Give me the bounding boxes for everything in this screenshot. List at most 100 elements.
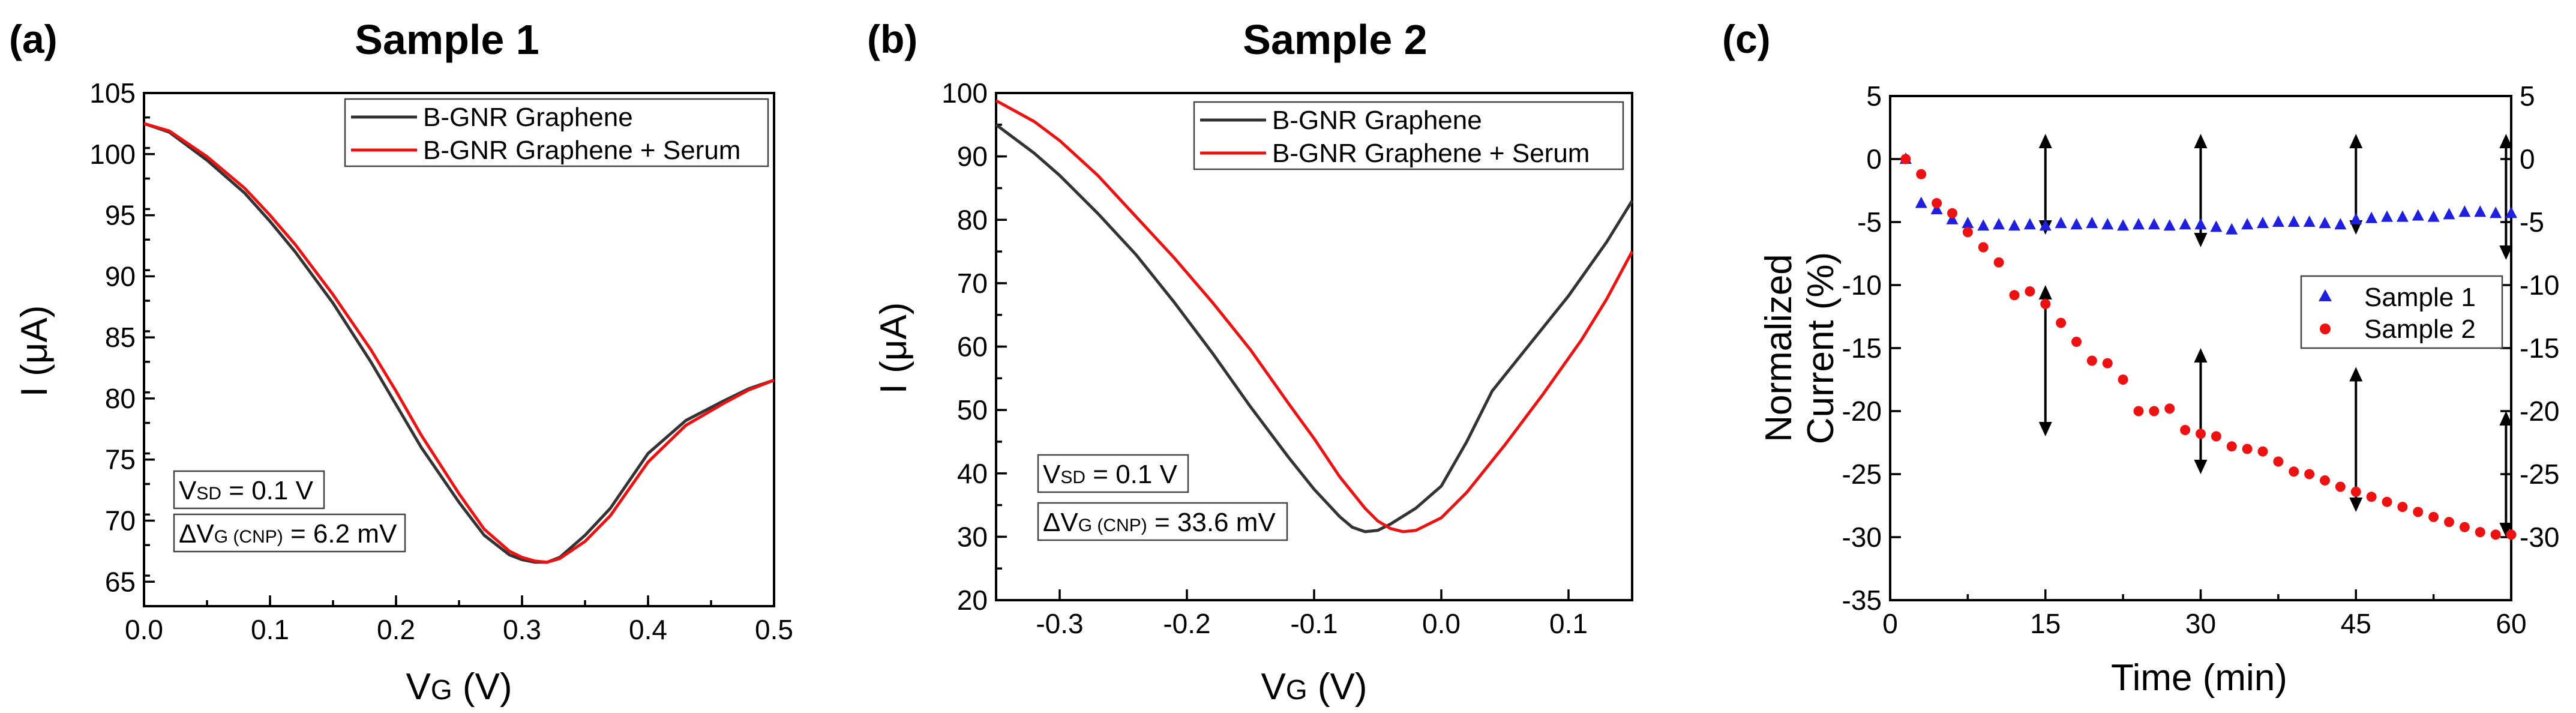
data-point-sample2 [2086,355,2097,366]
data-point-sample1 [2241,218,2254,230]
panel-b-curves [995,99,1634,534]
y-tick-label: 5 [1866,80,1882,112]
double-arrow [2499,134,2513,260]
data-point-sample1 [2319,217,2331,229]
series-line-b-gnr-graphene-serum [143,122,775,564]
data-point-sample1 [2396,210,2409,222]
data-point-sample1 [1930,203,1943,214]
x-label-sub: G [431,674,452,705]
y-right-tick-label: -5 [2520,206,2544,238]
data-point-sample2 [2350,486,2361,497]
panel-c-arrows [2038,134,2513,537]
panel-c-points [1899,152,2517,540]
data-point-sample2 [2025,286,2035,296]
panel-b: (b) Sample 2 -0.3 -0.2 -0.1 0.0 0.1 20 30 40 50 6… [867,16,1634,708]
data-point-sample1 [2210,220,2223,232]
data-point-sample2 [2273,456,2284,467]
y-right-tick-label: -30 [2520,522,2559,553]
data-point-sample1 [2023,218,2036,230]
data-point-sample1 [2365,211,2378,223]
data-point-sample2 [2490,529,2501,540]
panel-a-delta-box: ΔVG (CNP) = 6.2 mV [173,513,406,553]
x-tick-label: 30 [2185,608,2216,639]
panel-b-vsd-box: VSD = 0.1 V [1037,454,1189,493]
double-arrow [2194,134,2208,247]
y-right-tick-label: 5 [2520,80,2535,112]
x-tick-label: 0.0 [1422,608,1461,639]
data-point-sample1 [2148,218,2160,230]
legend-text-graphene: B-GNR Graphene [1272,106,1482,135]
panel-a-ticks: 0.0 0.1 0.2 0.3 0.4 0.5 65 70 75 80 85 90 95 100 105 [89,77,793,645]
y-tick-label: 30 [957,521,988,552]
x-tick-label: 60 [2496,608,2526,639]
y-right-tick-label: -10 [2520,269,2559,301]
legend-marker-sample1 [2319,289,2332,301]
panel-c: (c) 0 15 30 45 60 -35 -30 -25 -20 -15 -10 -5 0 5 -30 -2… [1722,17,2559,699]
data-point-sample2 [2180,425,2191,435]
legend-text-sample1: Sample 1 [2364,283,2476,312]
data-point-sample1 [2474,205,2487,217]
y-right-tick-label: -20 [2520,396,2559,427]
x-tick-label: 0.5 [755,614,793,645]
data-point-sample2 [2257,446,2268,457]
data-point-sample2 [2289,466,2299,477]
data-point-sample1 [2257,217,2269,229]
x-tick-label: 15 [2030,608,2061,639]
data-point-sample2 [2475,527,2485,538]
panel-a-curves [143,122,775,564]
x-label-main: V [406,666,431,708]
data-point-sample1 [1946,212,1959,224]
data-point-sample1 [1962,217,1974,229]
y-tick-label: 100 [89,139,136,170]
x-tick-label: 45 [2341,608,2371,639]
data-point-sample1 [2008,219,2020,231]
double-arrow [2038,285,2052,436]
data-point-sample2 [2444,517,2454,528]
data-point-sample2 [2366,492,2377,502]
panel-c-ticks: 0 15 30 45 60 -35 -30 -25 -20 -15 -10 -5 0 5 -30 -25 -20… [1842,80,2560,639]
series-line-b-gnr-graphene [995,123,1634,534]
panel-c-legend: Sample 1 Sample 2 [2300,275,2503,349]
data-point-sample2 [2056,317,2067,328]
y-tick-label: 70 [957,268,988,299]
double-arrow [2349,367,2363,512]
double-arrow [2499,411,2513,537]
delta-v-text: ΔVG (CNP) = 33.6 mV [1043,508,1276,537]
data-point-sample1 [2334,218,2347,230]
data-point-sample2 [2118,375,2128,385]
y-tick-label: 90 [105,260,136,292]
panel-b-legend: B-GNR Graphene B-GNR Graphene + Serum [1193,101,1624,170]
legend-text-sample2: Sample 2 [2364,314,2476,344]
legend-marker-sample2 [2320,323,2331,334]
panel-a: (a) Sample 1 0.0 0.1 0.2 0.3 0.4 0.5 65 70 75 80 8… [9,16,793,708]
y-tick-label: 100 [941,77,988,109]
panel-c-x-axis-label: Time (min) [2111,657,2287,699]
data-point-sample1 [2287,215,2300,227]
data-point-sample2 [2071,337,2082,347]
data-point-sample1 [2101,218,2114,230]
data-point-sample2 [2304,469,2315,480]
data-point-sample1 [1915,196,1927,208]
data-point-sample2 [2506,529,2517,540]
y-tick-label: -35 [1842,585,1882,616]
y-tick-label: -30 [1842,522,1882,553]
x-tick-label: 0.2 [377,614,415,645]
data-point-sample1 [2070,218,2083,230]
data-point-sample2 [2320,475,2330,486]
data-point-sample1 [2505,206,2517,218]
panel-label-b: (b) [867,17,917,61]
data-point-sample2 [2102,358,2113,369]
panel-b-delta-box: ΔVG (CNP) = 33.6 mV [1037,502,1288,541]
vsd-text: VSD = 0.1 V [1043,460,1178,489]
y-right-tick-label: -15 [2520,332,2559,364]
panel-b-ticks: -0.3 -0.2 -0.1 0.0 0.1 20 30 40 50 60 70 80 90 100 [941,77,1588,639]
y-tick-label: 105 [89,77,136,109]
data-point-sample1 [2055,217,2067,229]
data-point-sample1 [2350,212,2362,224]
panel-b-title: Sample 2 [1243,16,1427,63]
series-line-b-gnr-graphene [143,122,775,564]
y-tick-label: 80 [957,204,988,235]
y-tick-label: -25 [1842,459,1882,490]
y-tick-label: 70 [105,505,136,537]
